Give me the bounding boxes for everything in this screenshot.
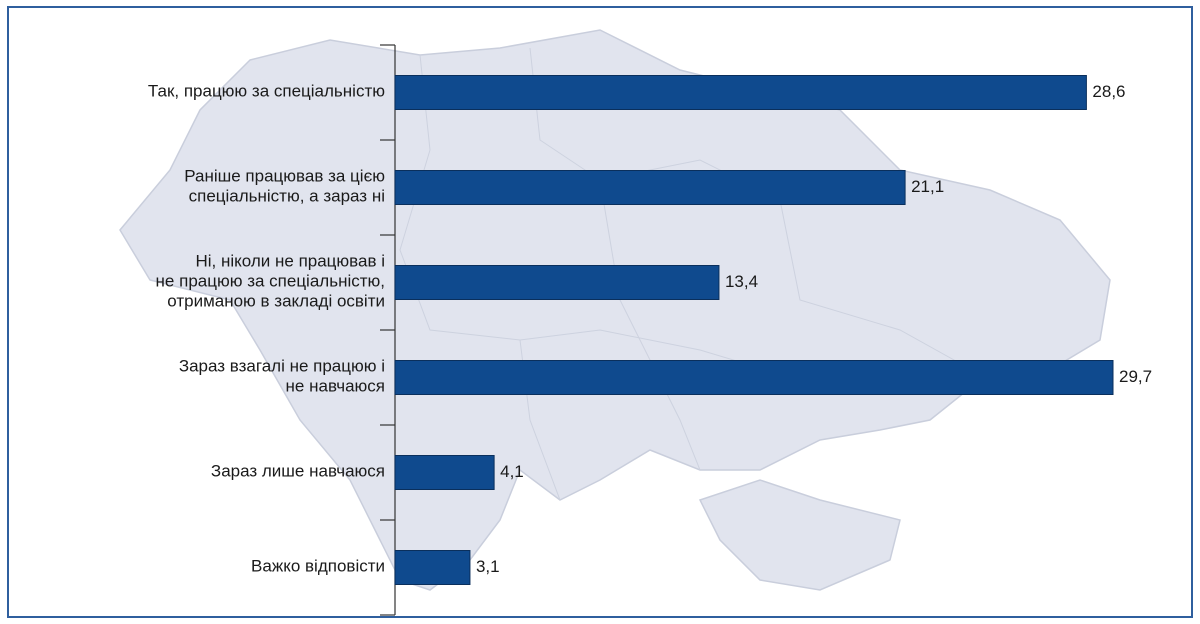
- value-label: 3,1: [476, 557, 500, 576]
- category-label: Так, працюю за спеціальністю: [148, 82, 385, 101]
- category-label: Важко відповісти: [251, 557, 385, 576]
- category-label: Зараз лише навчаюся: [211, 462, 385, 481]
- bar: [394, 75, 1087, 110]
- value-label: 21,1: [911, 177, 944, 196]
- category-label: Зараз взагалі не працюю і не навчаюся: [179, 357, 385, 396]
- bar: [394, 455, 495, 490]
- category-label: Ні, ніколи не працював і не працюю за спе…: [156, 252, 385, 311]
- bar: [394, 550, 471, 585]
- value-label: 28,6: [1092, 82, 1125, 101]
- bar: [394, 265, 720, 300]
- value-label: 4,1: [500, 462, 524, 481]
- category-label: Раніше працював за цією спеціальністю, а …: [184, 167, 385, 206]
- bar: [394, 360, 1114, 395]
- bar: [394, 170, 906, 205]
- value-label: 29,7: [1119, 367, 1152, 386]
- value-label: 13,4: [725, 272, 758, 291]
